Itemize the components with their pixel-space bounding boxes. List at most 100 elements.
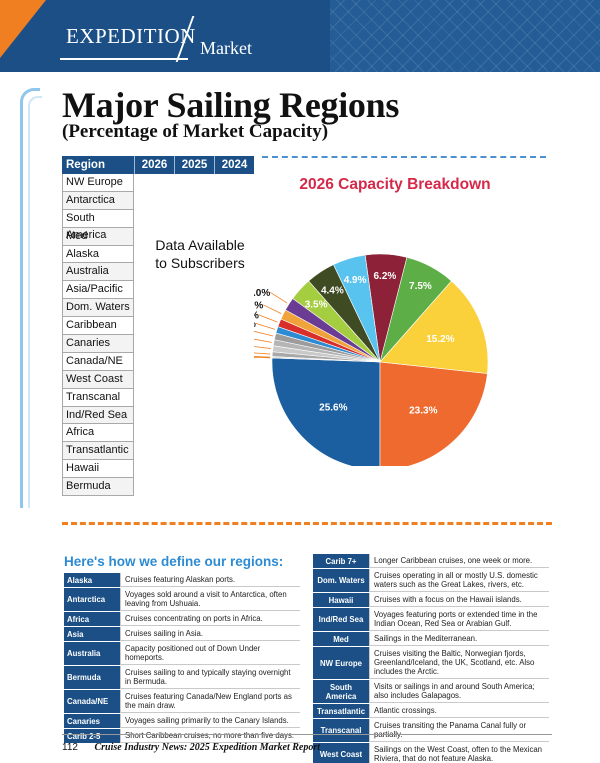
definition-description: Cruises sailing to and typically staying… xyxy=(120,666,300,689)
dashed-divider-middle xyxy=(62,522,552,525)
pie-slice-label: 15.2% xyxy=(426,334,454,345)
definition-description: Voyages sailing primarily to the Canary … xyxy=(120,714,300,728)
pie-slice-label: 6.2% xyxy=(373,271,396,282)
region-row: Bermuda xyxy=(62,478,134,497)
pie-slice-label: 2.0% xyxy=(254,288,270,299)
definitions-right: Carib 7+ Longer Caribbean cruises, one we… xyxy=(313,554,549,763)
definition-description: Cruises featuring Alaskan ports. xyxy=(120,573,300,587)
definition-row: Antarctica Voyages sold around a visit to… xyxy=(64,588,300,612)
definition-description: Voyages sold around a visit to Antarctic… xyxy=(120,588,300,611)
definition-description: Capacity positioned out of Down Under ho… xyxy=(120,642,300,665)
definition-term: Transatlantic xyxy=(313,704,369,718)
definition-description: Sailings on the West Coast, often to the… xyxy=(369,743,549,763)
region-row: Dom. Waters xyxy=(62,299,134,318)
accent-line-outer xyxy=(20,88,40,508)
header-banner: EXPEDITION Market xyxy=(0,0,600,72)
header-2024: 2024 xyxy=(214,156,254,174)
definition-row: Med Sailings in the Mediterranean. xyxy=(313,632,549,647)
definition-row: Asia Cruises sailing in Asia. xyxy=(64,627,300,642)
brand-secondary: Market xyxy=(200,38,252,58)
definition-description: Cruises concentrating on ports in Africa… xyxy=(120,612,300,626)
definition-description: Visits or sailings in and around South A… xyxy=(369,680,549,703)
region-row: Africa xyxy=(62,424,134,443)
pie-slice xyxy=(271,357,381,466)
pie-leader-line xyxy=(263,304,282,314)
pie-slice-label: 23.3% xyxy=(409,406,437,417)
region-table: Region 2026 2025 2024 NW Europe Antarcti… xyxy=(62,156,254,497)
definition-row: NW Europe Cruises visiting the Baltic, No… xyxy=(313,647,549,680)
region-row: Antarctica xyxy=(62,191,134,210)
region-row: Canada/NE xyxy=(62,352,134,371)
definition-description: Cruises operating in all or mostly U.S. … xyxy=(369,569,549,592)
pie-leader-line xyxy=(270,292,288,304)
definition-row: Alaska Cruises featuring Alaskan ports. xyxy=(64,573,300,588)
definition-description: Cruises transiting the Panama Canal full… xyxy=(369,719,549,742)
footer: 112 Cruise Industry News: 2025 Expeditio… xyxy=(62,742,320,753)
dashed-divider-top xyxy=(262,156,546,158)
banner-pattern xyxy=(330,0,600,72)
definition-description: Cruises visiting the Baltic, Norwegian f… xyxy=(369,647,549,679)
definition-description: Atlantic crossings. xyxy=(369,704,549,718)
subscriber-placeholder: Data Available to Subscribers xyxy=(155,237,245,271)
definition-term: Hawaii xyxy=(313,593,369,607)
definition-row: Dom. Waters Cruises operating in all or m… xyxy=(313,569,549,593)
definition-row: Hawaii Cruises with a focus on the Hawaii… xyxy=(313,593,549,608)
pie-leader-line xyxy=(258,314,278,323)
region-row: Australia xyxy=(62,263,134,282)
definition-row: Africa Cruises concentrating on ports in … xyxy=(64,612,300,627)
pie-leader-line xyxy=(254,330,274,337)
brand-underline xyxy=(60,58,188,60)
publication-name: Cruise Industry News: 2025 Expedition Ma… xyxy=(94,742,321,753)
page-number: 112 xyxy=(62,742,78,753)
definition-term: Ind/Red Sea xyxy=(313,608,369,631)
definition-term: Bermuda xyxy=(64,666,120,689)
definition-row: Australia Capacity positioned out of Down… xyxy=(64,642,300,666)
definition-description: Short Caribbean cruises, no more than fi… xyxy=(120,729,300,743)
header-region: Region xyxy=(66,159,105,171)
definition-term: Carib 7+ xyxy=(313,554,369,568)
definition-row: Bermuda Cruises sailing to and typically … xyxy=(64,666,300,690)
definition-term: Canaries xyxy=(64,714,120,728)
header-2025: 2025 xyxy=(174,156,214,174)
definition-row: Canada/NE Cruises featuring Canada/New En… xyxy=(64,690,300,714)
region-row: West Coast xyxy=(62,370,134,389)
pie-chart: 25.6%23.3%15.2%7.5%6.2%4.9%4.4%3.5%2.0%1… xyxy=(254,253,489,466)
pie-slice-label: 4.4% xyxy=(321,285,344,296)
region-row: Caribbean xyxy=(62,317,134,336)
definition-description: Cruises sailing in Asia. xyxy=(120,627,300,641)
definition-term: Australia xyxy=(64,642,120,665)
definition-term: Transcanal xyxy=(313,719,369,742)
pie-slice xyxy=(271,356,381,363)
pie-slice-label: 7.5% xyxy=(409,281,432,292)
definition-row: South America Visits or sailings in and a… xyxy=(313,680,549,704)
definitions-left: Alaska Cruises featuring Alaskan ports. An… xyxy=(64,573,300,744)
pie-slice xyxy=(379,280,489,374)
definition-row: Transatlantic Atlantic crossings. xyxy=(313,704,549,719)
pie-slice-label: 1.0% xyxy=(254,319,256,330)
definition-term: Asia xyxy=(64,627,120,641)
region-row: Transatlantic xyxy=(62,442,134,461)
region-row: Canaries xyxy=(62,335,134,353)
region-table-header: Region 2026 2025 2024 xyxy=(62,156,254,174)
accent-line-inner xyxy=(28,96,42,508)
pie-slice-label: 1.2% xyxy=(254,310,259,321)
definition-term: Alaska xyxy=(64,573,120,587)
definition-term: Med xyxy=(313,632,369,646)
definition-description: Cruises with a focus on the Hawaii islan… xyxy=(369,593,549,607)
pie-leader-line xyxy=(254,356,271,359)
region-row: South America xyxy=(62,209,134,241)
region-row: Alaska xyxy=(62,245,134,264)
region-row: Asia/Pacific xyxy=(62,281,134,300)
region-row: NW Europe xyxy=(62,174,134,192)
page-subtitle: (Percentage of Market Capacity) xyxy=(62,121,329,142)
definition-term: NW Europe xyxy=(313,647,369,679)
region-row: Hawaii xyxy=(62,460,134,479)
pie-leader-line xyxy=(254,356,271,358)
definition-description: Voyages featuring ports or extended time… xyxy=(369,608,549,631)
pie-leader-line xyxy=(254,346,271,349)
pie-slice-label: 3.5% xyxy=(305,299,328,310)
definition-term: West Coast xyxy=(313,743,369,763)
pie-leader-line xyxy=(254,352,271,355)
definition-description: Longer Caribbean cruises, one week or mo… xyxy=(369,554,549,568)
pie-leader-line xyxy=(255,323,276,330)
